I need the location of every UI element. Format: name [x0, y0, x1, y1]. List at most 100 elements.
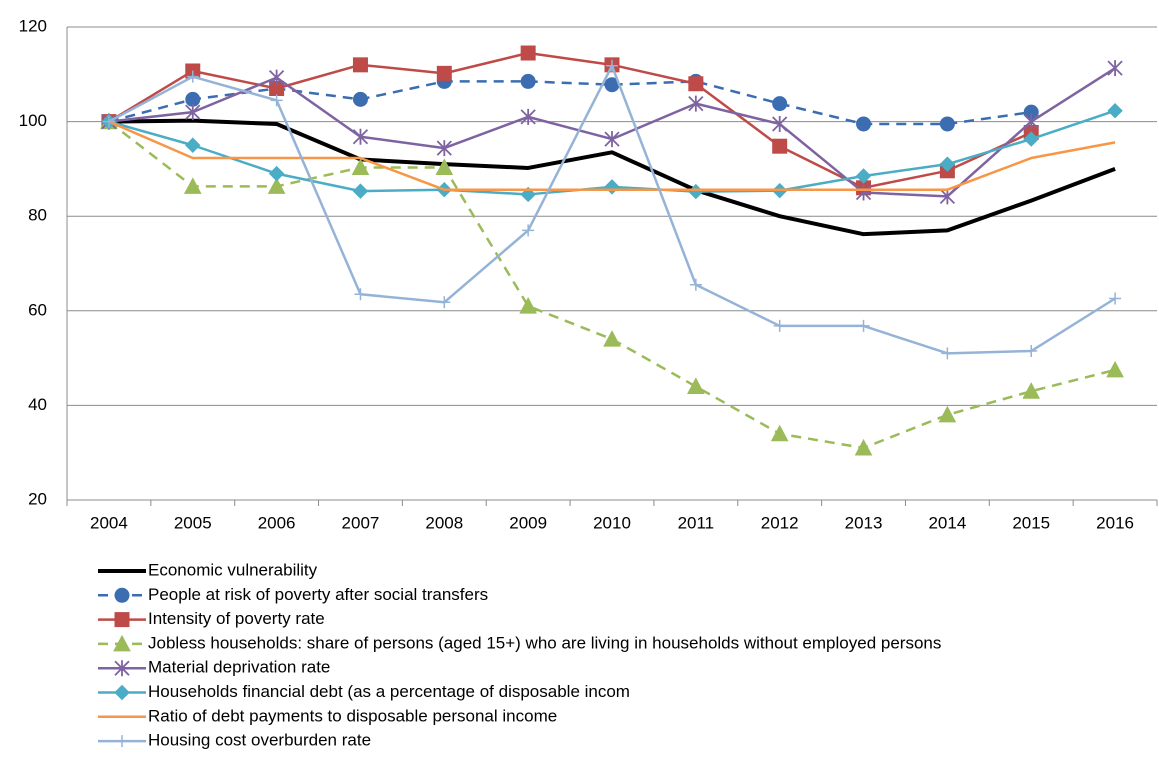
- marker: [857, 319, 870, 332]
- marker: [1023, 131, 1039, 147]
- marker: [438, 296, 451, 309]
- marker: [856, 116, 872, 132]
- marker: [603, 330, 621, 347]
- marker: [520, 108, 536, 125]
- marker: [114, 660, 130, 677]
- marker: [1022, 382, 1041, 399]
- marker: [938, 405, 957, 423]
- series-line: [108, 64, 1116, 355]
- series: [102, 59, 1122, 360]
- marker: [519, 297, 537, 314]
- marker: [772, 115, 788, 132]
- x-tick-label: 2013: [845, 513, 883, 532]
- marker: [1109, 292, 1122, 305]
- series: [108, 120, 1116, 191]
- series-line: [108, 51, 1032, 190]
- legend-entry: Jobless households: share of persons (ag…: [98, 633, 941, 652]
- legend-entry: Ratio of debt payments to disposable per…: [98, 706, 557, 725]
- y-tick-label: 100: [19, 111, 47, 130]
- marker: [854, 438, 873, 456]
- marker: [114, 612, 130, 628]
- marker: [1107, 103, 1123, 119]
- series-line: [108, 80, 1032, 126]
- series-line: [108, 120, 1116, 191]
- marker: [770, 424, 789, 442]
- series: [101, 60, 1123, 205]
- series-line: [108, 120, 1116, 450]
- marker: [351, 158, 370, 175]
- marker: [855, 168, 872, 184]
- x-tick-label: 2014: [928, 513, 966, 532]
- marker: [939, 116, 955, 132]
- x-tick-label: 2007: [342, 513, 380, 532]
- x-tick-label: 2016: [1096, 513, 1134, 532]
- marker: [436, 65, 452, 81]
- marker: [114, 684, 130, 701]
- marker: [185, 137, 201, 153]
- marker: [268, 165, 285, 182]
- marker: [520, 73, 536, 89]
- series: [100, 112, 1124, 456]
- x-tick-label: 2009: [509, 513, 547, 532]
- marker: [688, 76, 704, 92]
- series-line: [108, 118, 1116, 237]
- legend-label: Economic vulnerability: [148, 560, 318, 579]
- legend-label: Ratio of debt payments to disposable per…: [148, 706, 557, 725]
- marker: [185, 104, 201, 121]
- x-tick-label: 2012: [761, 513, 799, 532]
- y-tick-label: 20: [28, 489, 47, 508]
- marker: [270, 94, 283, 107]
- y-tick-label: 120: [19, 16, 47, 35]
- legend-label: Housing cost overburden rate: [148, 731, 371, 750]
- marker: [268, 69, 285, 86]
- marker: [939, 156, 956, 172]
- marker: [604, 131, 620, 148]
- marker: [772, 96, 788, 112]
- x-tick-label: 2004: [90, 513, 128, 532]
- legend-label: Jobless households: share of persons (ag…: [148, 633, 941, 652]
- marker: [855, 184, 872, 201]
- legend-label: Material deprivation rate: [148, 658, 330, 677]
- marker: [688, 95, 704, 112]
- marker: [773, 319, 786, 332]
- marker: [1107, 60, 1123, 77]
- marker: [352, 91, 368, 107]
- marker: [939, 188, 956, 205]
- marker: [352, 183, 369, 199]
- marker: [102, 115, 115, 128]
- y-tick-label: 40: [28, 395, 47, 414]
- marker: [1025, 345, 1038, 358]
- marker: [520, 45, 536, 61]
- marker: [352, 57, 368, 73]
- marker: [352, 128, 369, 145]
- marker: [186, 70, 199, 83]
- marker: [116, 735, 128, 748]
- legend-entry: Material deprivation rate: [98, 658, 330, 677]
- legend-entry: Intensity of poverty rate: [98, 609, 325, 628]
- series: [101, 45, 1039, 196]
- marker: [772, 138, 788, 154]
- x-tick-label: 2005: [174, 513, 212, 532]
- series: [108, 118, 1116, 237]
- marker: [435, 158, 454, 175]
- x-tick-label: 2015: [1012, 513, 1050, 532]
- legend-entry: People at risk of poverty after social t…: [98, 585, 488, 604]
- marker: [606, 59, 618, 72]
- marker: [604, 179, 620, 195]
- x-tick-label: 2008: [425, 513, 463, 532]
- marker: [183, 177, 202, 194]
- marker: [1106, 360, 1124, 378]
- legend-label: People at risk of poverty after social t…: [148, 585, 488, 604]
- marker: [113, 634, 131, 652]
- legend-entry: Households financial debt (as a percenta…: [98, 682, 630, 701]
- legend-entry: Housing cost overburden rate: [98, 731, 371, 750]
- x-tick-label: 2010: [593, 513, 631, 532]
- marker: [941, 347, 954, 360]
- legend-label: Households financial debt (as a percenta…: [148, 682, 630, 701]
- marker: [522, 224, 535, 237]
- x-tick-label: 2006: [258, 513, 296, 532]
- marker: [689, 278, 702, 291]
- marker: [354, 288, 367, 301]
